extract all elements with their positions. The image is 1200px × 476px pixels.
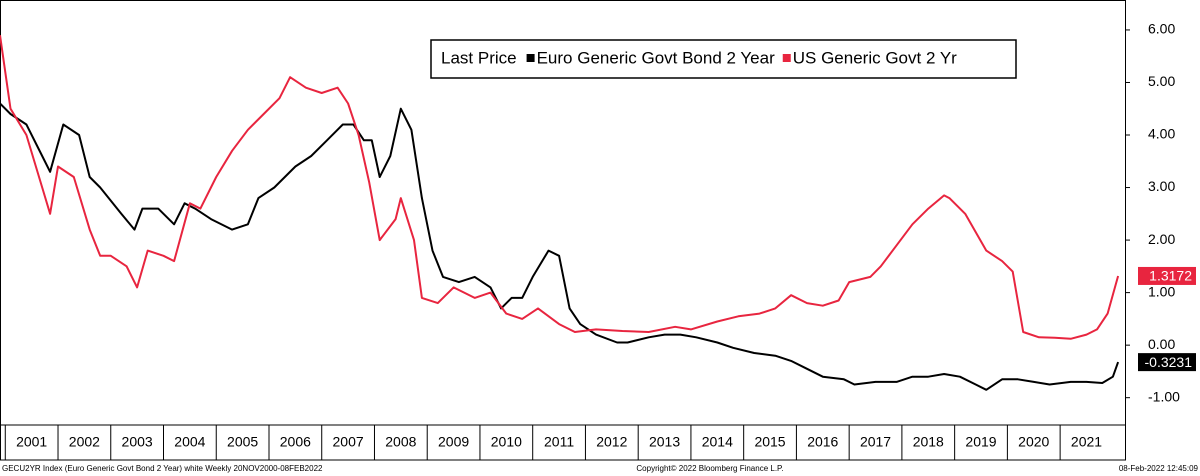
x-tick-label: 2013 — [649, 434, 680, 450]
legend-swatch — [526, 54, 535, 62]
y-tick-label: 5.00 — [1148, 73, 1175, 89]
legend-swatch — [782, 54, 791, 62]
y-tick-label: -1.00 — [1148, 388, 1180, 404]
x-tick-label: 2002 — [69, 434, 100, 450]
x-tick-label: 2010 — [491, 434, 522, 450]
legend: Last Price Euro Generic Govt Bond 2 Year… — [430, 39, 1017, 79]
footer-right: 08-Feb-2022 12:45:09 — [1119, 464, 1199, 473]
last-value-box — [1138, 353, 1196, 372]
x-tick-label: 2012 — [596, 434, 627, 450]
last-value-label: -0.3231 — [1145, 354, 1193, 370]
last-value-box — [1138, 266, 1196, 285]
x-tick-label: 2020 — [1018, 434, 1049, 450]
x-tick-label: 2018 — [913, 434, 944, 450]
x-tick-label: 2017 — [860, 434, 891, 450]
line-series — [0, 35, 1120, 340]
x-tick-label: 2003 — [122, 434, 153, 450]
last-value-label: 1.3172 — [1149, 268, 1192, 284]
x-tick-label: 2015 — [754, 434, 785, 450]
x-tick-label: 2014 — [702, 434, 733, 450]
x-tick-label: 2008 — [385, 434, 416, 450]
x-tick-label: 2006 — [280, 434, 311, 450]
x-tick-label: 2021 — [1071, 434, 1102, 450]
line-series — [0, 102, 1120, 391]
y-tick-label: 1.00 — [1148, 283, 1175, 299]
x-axis-band — [0, 424, 1126, 461]
x-tick-label: 2019 — [965, 434, 996, 450]
x-tick-label: 2016 — [807, 434, 838, 450]
legend-label: US Generic Govt 2 Yr — [793, 48, 957, 67]
x-tick-label: 2004 — [174, 434, 205, 450]
legend-label: Euro Generic Govt Bond 2 Year — [537, 48, 775, 67]
footer-center: Copyright© 2022 Bloomberg Finance L.P. — [636, 464, 783, 473]
footer-left: GECU2YR Index (Euro Generic Govt Bond 2 … — [2, 464, 323, 473]
x-tick-label: 2005 — [227, 434, 258, 450]
y-tick-label: 4.00 — [1148, 126, 1175, 142]
legend-title: Last Price — [441, 48, 517, 67]
y-tick-label: 3.00 — [1148, 178, 1175, 194]
x-tick-label: 2007 — [333, 434, 364, 450]
x-tick-label: 2009 — [438, 434, 469, 450]
y-tick-label: 0.00 — [1148, 336, 1175, 352]
y-tick-label: 6.00 — [1148, 21, 1175, 37]
y-tick-label: 2.00 — [1148, 231, 1175, 247]
x-tick-label: 2001 — [16, 434, 47, 450]
x-tick-label: 2011 — [544, 434, 574, 450]
